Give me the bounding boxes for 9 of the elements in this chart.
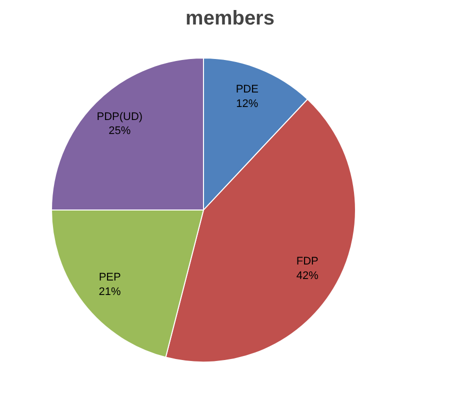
- slice-label: FDP: [296, 256, 318, 268]
- slice-label: PDE: [236, 84, 258, 96]
- data-label: 25%: [108, 125, 131, 138]
- data-label: 21%: [98, 286, 122, 298]
- chart-title: members: [186, 8, 274, 30]
- slice-label: PDP(UD): [96, 110, 143, 123]
- data-label: 42%: [296, 270, 319, 282]
- data-label: 12%: [236, 98, 258, 110]
- slice-label: PEP: [98, 271, 121, 284]
